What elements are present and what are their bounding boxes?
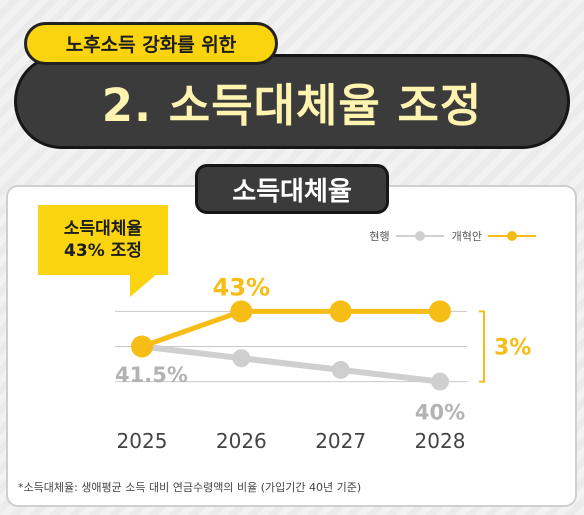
legend-item-reform: 개혁안	[452, 228, 536, 244]
point-reform-2028	[429, 300, 451, 323]
point-current-2027	[331, 360, 350, 379]
difference-label: 3%	[494, 336, 531, 361]
legend-item-current: 현행	[369, 228, 444, 244]
callout-line1: 소득대체율	[63, 218, 143, 239]
point-current-2028	[431, 372, 449, 391]
page-title: 2. 소득대체율 조정	[101, 79, 483, 132]
x-tick-2026: 2026	[216, 429, 267, 453]
x-tick-2028: 2028	[415, 429, 466, 453]
point-reform-2027	[329, 300, 352, 323]
legend-label-current: 현행	[369, 230, 390, 243]
subtitle-pill: 노후소득 강화를 위한	[24, 22, 278, 65]
x-tick-2027: 2027	[315, 429, 366, 453]
legend-swatch-reform	[488, 231, 536, 241]
legend-dot-reform	[507, 231, 517, 241]
difference-bracket	[479, 310, 485, 383]
callout-tail	[130, 273, 158, 297]
legend-label-reform: 개혁안	[451, 230, 482, 243]
subtitle-text: 노후소득 강화를 위한	[65, 34, 237, 56]
data-label-reform: 43%	[213, 273, 270, 301]
point-reform-2026	[230, 300, 253, 323]
series-line-current	[139, 343, 443, 385]
legend-swatch-current	[395, 231, 444, 241]
chart-tab-label: 소득대체율	[232, 176, 352, 207]
chart-tab: 소득대체율	[195, 164, 389, 214]
title-banner: 2. 소득대체율 조정	[14, 54, 570, 149]
footnote-text: *소득대체율: 생애평균 소득 대비 연금수령액의 비율 (가입기간 40년 기…	[18, 481, 362, 494]
series-line-reform	[139, 308, 443, 349]
legend-dot-current	[414, 231, 425, 241]
point-current-2026	[232, 349, 251, 368]
footnote: *소득대체율: 생애평균 소득 대비 연금수령액의 비율 (가입기간 40년 기…	[18, 479, 361, 495]
data-label-start: 41.5%	[115, 363, 188, 387]
data-label-current-end: 40%	[415, 401, 465, 425]
callout-box: 소득대체율 43% 조정	[38, 205, 168, 275]
callout-line2: 43% 조정	[64, 241, 142, 261]
x-tick-2025: 2025	[117, 429, 168, 453]
point-reform-2025	[131, 335, 153, 358]
chart-legend: 현행 개혁안	[369, 228, 536, 244]
